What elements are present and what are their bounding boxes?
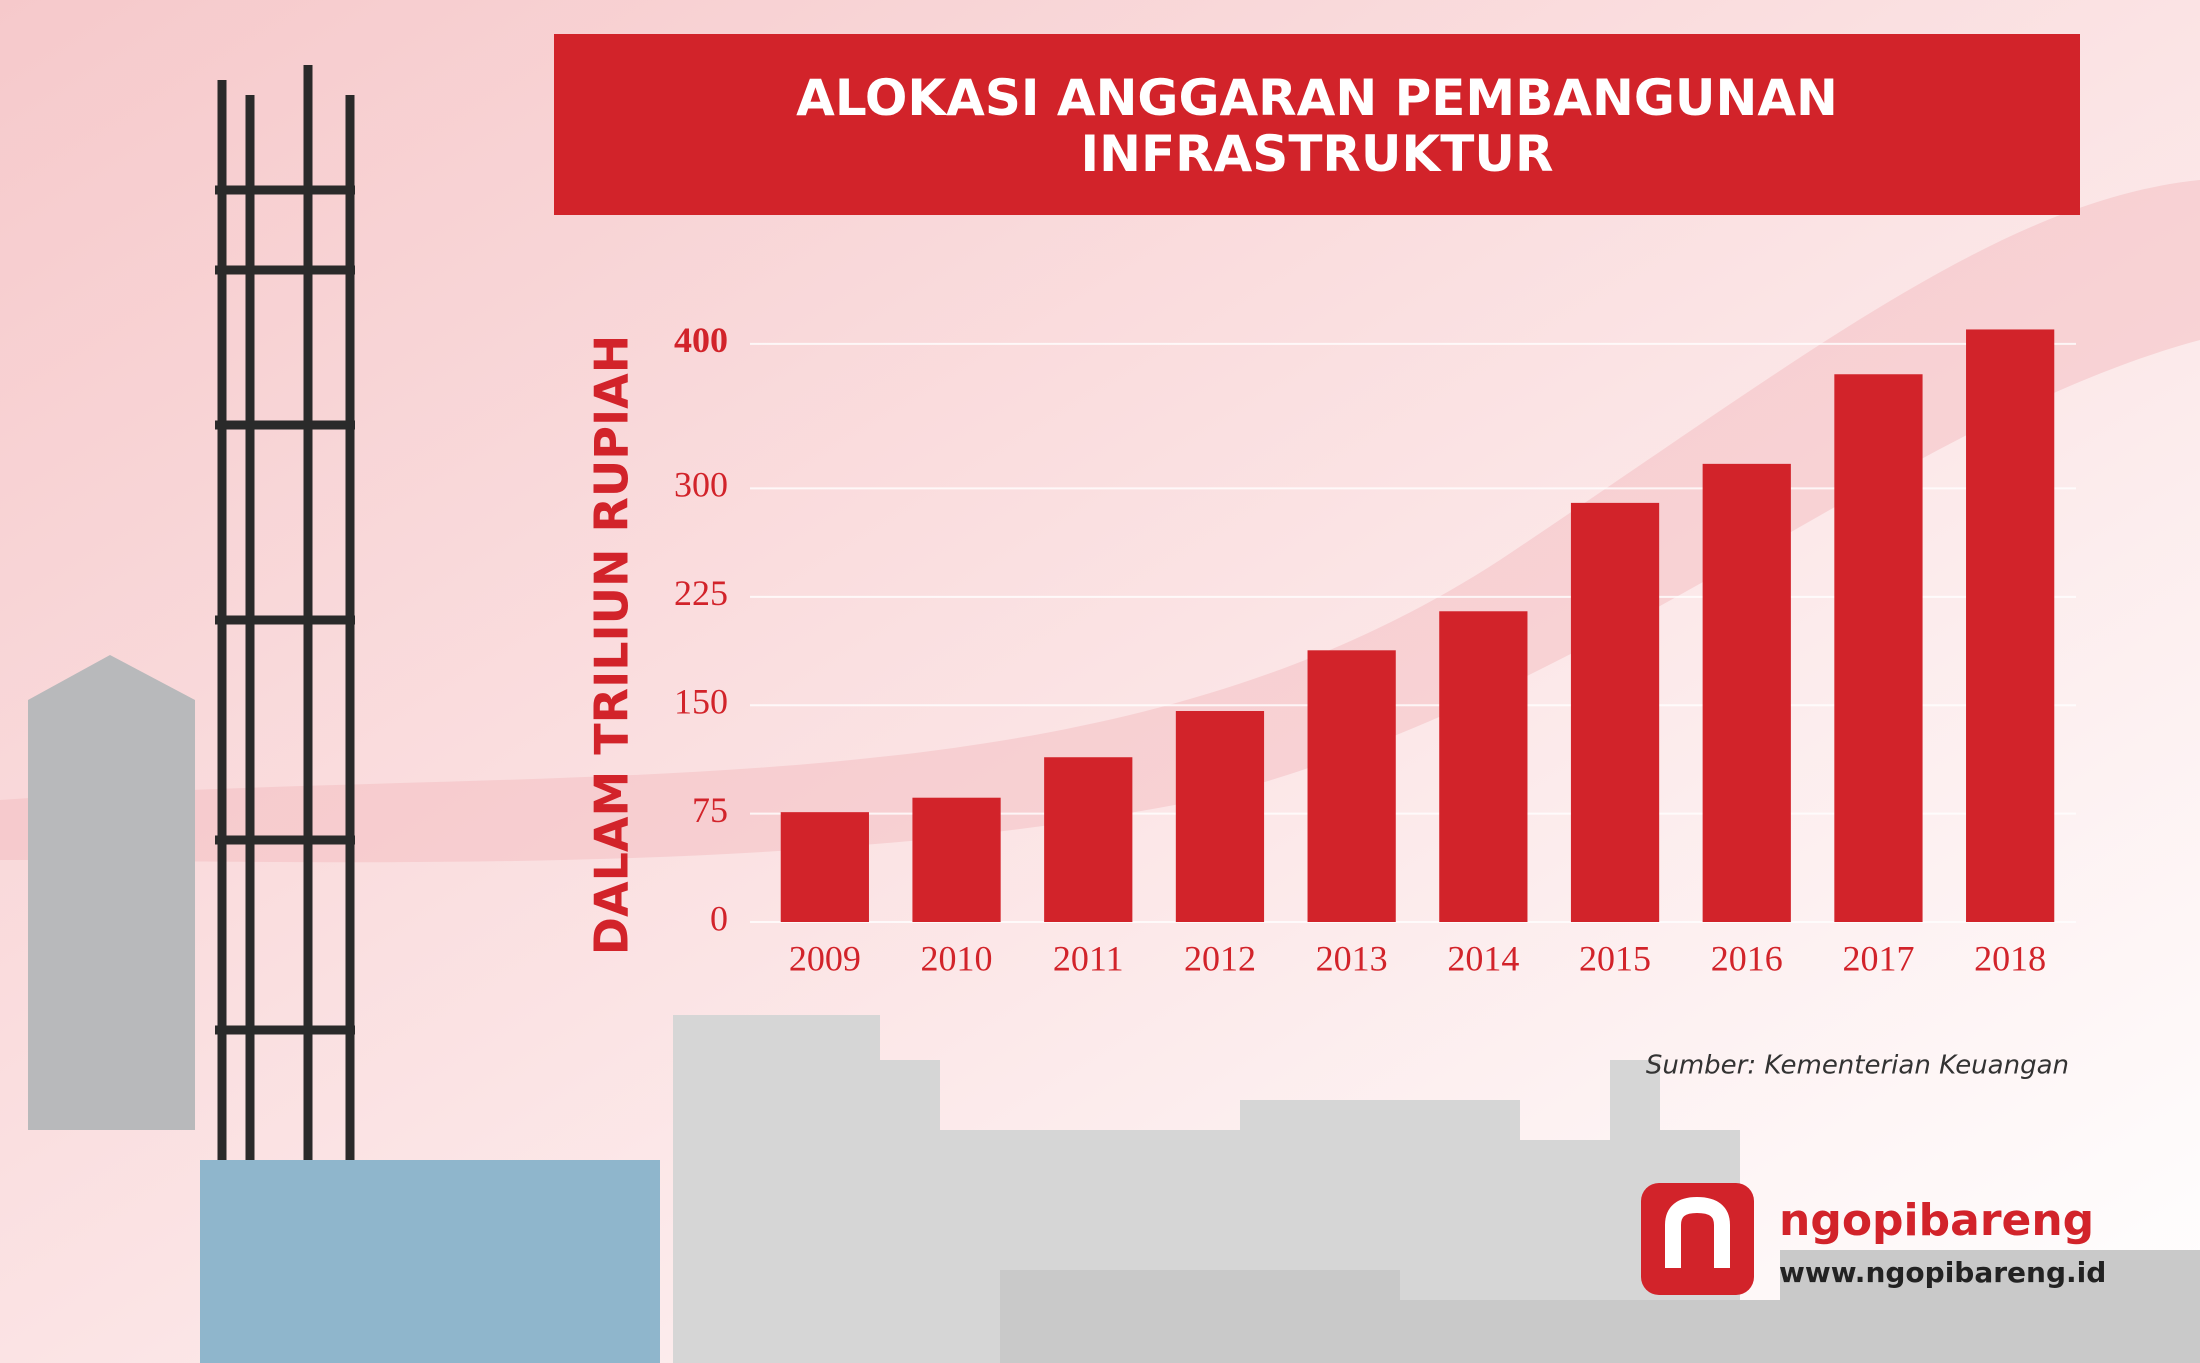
bar [1044, 757, 1133, 922]
y-tick-label: 225 [674, 573, 728, 613]
x-tick-label: 2013 [1316, 938, 1388, 978]
y-axis-label: DALAM TRILIUN RUPIAH [585, 335, 639, 955]
y-tick-label: 400 [674, 320, 728, 360]
bar [912, 797, 1001, 922]
bar [1570, 502, 1660, 922]
brand-name: ngopibareng [1779, 1195, 2094, 1246]
y-tick-label: 300 [674, 465, 728, 505]
x-tick-label: 2016 [1711, 938, 1783, 978]
bar [1175, 710, 1265, 922]
x-tick-label: 2015 [1579, 938, 1651, 978]
rebar [215, 65, 355, 1170]
brand-url: www.ngopibareng.id [1779, 1256, 2106, 1289]
skyline [673, 1015, 1740, 1363]
logo-glyph [1665, 1196, 1730, 1268]
block [200, 1160, 660, 1363]
x-tick-label: 2010 [921, 938, 993, 978]
bar [1439, 611, 1528, 922]
y-tick-label: 75 [692, 790, 728, 830]
chart-title: ALOKASI ANGGARAN PEMBANGUNAN INFRASTRUKTU… [796, 69, 1838, 183]
bar [1834, 374, 1923, 922]
x-tick-label: 2017 [1842, 938, 1914, 978]
x-tick-label: 2011 [1053, 938, 1124, 978]
x-tick-label: 2018 [1974, 938, 2046, 978]
source: Sumber: Kementerian Keuangan [1646, 1051, 2069, 1081]
bar [1966, 329, 2055, 922]
skyline-front [1000, 1250, 2200, 1363]
x-tick-label: 2014 [1447, 938, 1519, 978]
x-tick-label: 2012 [1184, 938, 1256, 978]
x-tick-label: 2009 [789, 938, 861, 978]
bar [1702, 463, 1791, 922]
bar [1307, 650, 1396, 922]
y-tick-label: 0 [710, 898, 728, 938]
pillar [28, 655, 195, 1130]
title-banner [554, 34, 2080, 215]
bar [780, 812, 869, 922]
y-tick-label: 150 [674, 681, 728, 721]
